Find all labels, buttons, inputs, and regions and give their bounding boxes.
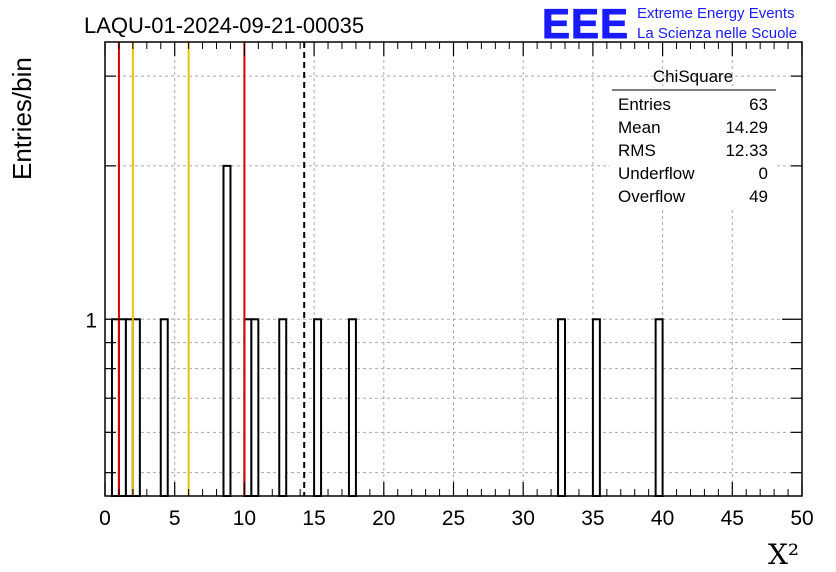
y-axis-label: Entries/bin bbox=[7, 57, 37, 180]
stats-row-label: Underflow bbox=[618, 164, 695, 183]
histogram-bar bbox=[347, 318, 357, 498]
x-axis-label: X² bbox=[768, 538, 799, 571]
histogram-bar bbox=[124, 318, 134, 498]
stats-row-label: Overflow bbox=[618, 187, 686, 206]
x-tick-label: 5 bbox=[169, 507, 181, 530]
histogram-bar bbox=[110, 318, 120, 498]
histogram-bar bbox=[313, 318, 323, 498]
stats-row-value: 63 bbox=[749, 95, 768, 114]
histogram-bar bbox=[278, 318, 288, 498]
y-tick-label: 1 bbox=[85, 309, 97, 332]
x-tick-label: 45 bbox=[721, 507, 744, 530]
histogram-bar bbox=[557, 318, 567, 498]
x-tick-label: 50 bbox=[790, 507, 813, 530]
logo-line-2: La Scienza nelle Scuole bbox=[637, 25, 797, 42]
histogram-bars bbox=[110, 164, 664, 498]
stats-box-background bbox=[610, 86, 776, 210]
histogram-bar bbox=[131, 318, 141, 498]
axis-ticks: 0 5 10 15 20 25 30 35 40 45 50 1 bbox=[85, 42, 814, 530]
histogram-bar bbox=[654, 318, 664, 498]
stats-row-label: Entries bbox=[618, 95, 671, 114]
stats-box-title: ChiSquare bbox=[653, 67, 733, 86]
histogram-bar bbox=[159, 318, 169, 498]
histogram-bar bbox=[250, 318, 260, 498]
histogram-bar bbox=[222, 164, 232, 497]
x-tick-label: 35 bbox=[581, 507, 604, 530]
x-tick-label: 30 bbox=[512, 507, 535, 530]
logo-line-1: Extreme Energy Events bbox=[637, 5, 795, 22]
histogram-bar bbox=[591, 318, 601, 498]
x-tick-label: 40 bbox=[651, 507, 674, 530]
chart-title: LAQU-01-2024-09-21-00035 bbox=[84, 13, 364, 38]
histogram-bar bbox=[243, 318, 253, 498]
x-tick-label: 10 bbox=[233, 507, 256, 530]
stats-row-value: 0 bbox=[759, 164, 768, 183]
x-tick-label: 15 bbox=[302, 507, 325, 530]
x-tick-label: 20 bbox=[372, 507, 395, 530]
x-tick-label: 0 bbox=[99, 507, 111, 530]
stats-row-value: 49 bbox=[749, 187, 768, 206]
stats-row-value: 14.29 bbox=[725, 118, 768, 137]
logo-mark: EEE bbox=[542, 0, 629, 47]
stats-row-label: RMS bbox=[618, 141, 656, 160]
eee-logo: EEE Extreme Energy Events La Scienza nel… bbox=[542, 0, 798, 48]
x-tick-label: 25 bbox=[442, 507, 465, 530]
stats-box: ChiSquare Entries 63 Mean 14.29 RMS 12.33 Unde… bbox=[610, 67, 776, 210]
stats-row-value: 12.33 bbox=[725, 141, 768, 160]
reference-lines bbox=[117, 42, 306, 496]
stats-row-label: Mean bbox=[618, 118, 661, 137]
histogram-bar bbox=[117, 318, 127, 498]
